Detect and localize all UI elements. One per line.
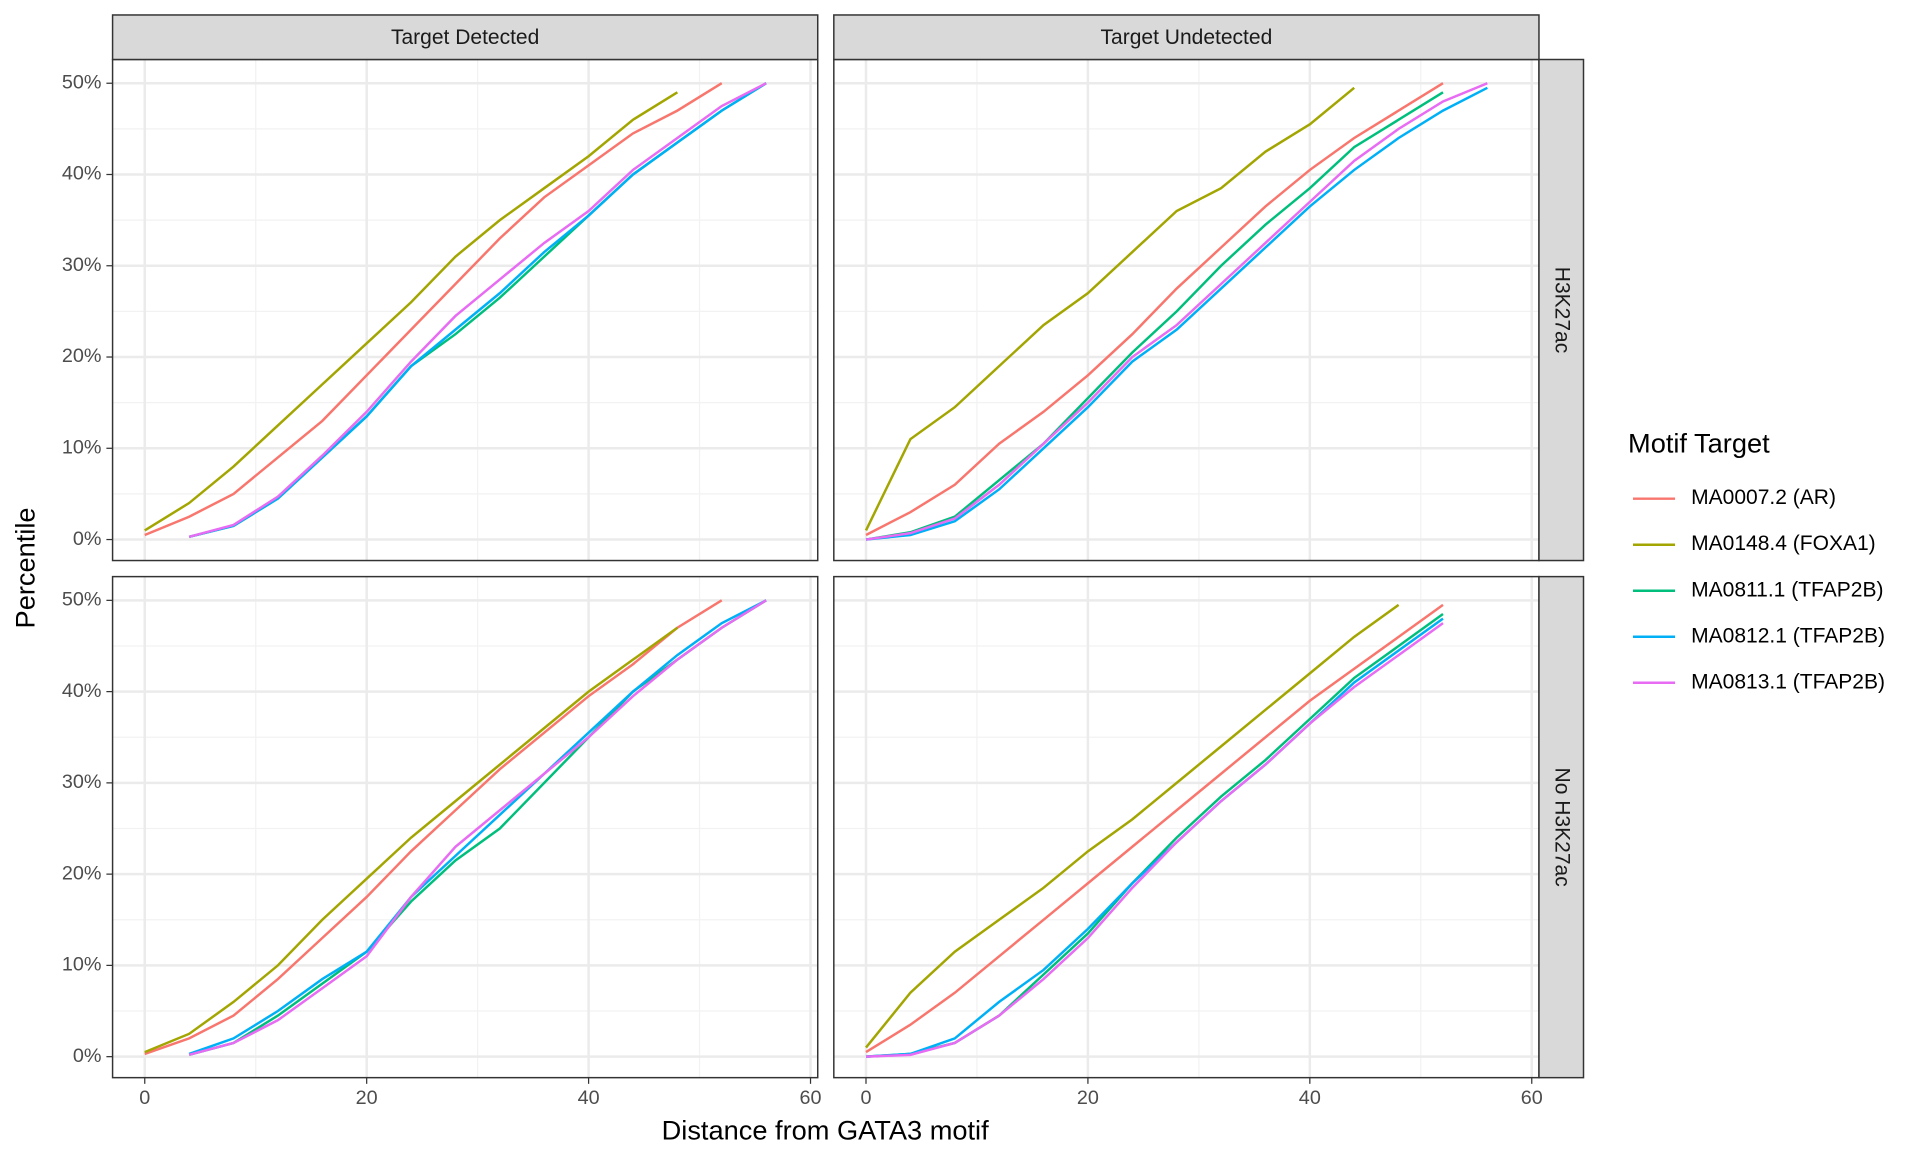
- strip-label: Target Undetected: [1101, 26, 1273, 49]
- x-tick-label: 20: [356, 1087, 378, 1109]
- x-tick-label: 60: [1521, 1087, 1543, 1109]
- legend-label: MA0007.2 (AR): [1691, 486, 1836, 509]
- y-tick-label: 40%: [62, 680, 102, 702]
- y-tick-label: 20%: [62, 345, 102, 367]
- y-tick-label: 10%: [62, 954, 102, 976]
- strip-label: No H3K27ac: [1551, 768, 1574, 887]
- y-tick-label: 10%: [62, 437, 102, 459]
- strip: [1538, 58, 1585, 562]
- x-tick-label: 0: [860, 1087, 871, 1109]
- strip-label: H3K27ac: [1551, 267, 1574, 353]
- series-line: [865, 82, 1444, 537]
- panel-bg: [112, 59, 818, 561]
- legend-label: MA0812.1 (TFAP2B): [1691, 624, 1885, 647]
- panel-bg: [833, 59, 1539, 561]
- y-tick-label: 40%: [62, 163, 102, 185]
- series-line: [188, 599, 767, 1057]
- x-axis-label: Distance from GATA3 motif: [662, 1114, 989, 1145]
- legend-label: MA0148.4 (FOXA1): [1691, 532, 1876, 555]
- series-line: [188, 82, 767, 539]
- series-line: [144, 626, 679, 1054]
- series-line: [865, 622, 1444, 1058]
- series-line: [865, 603, 1400, 1049]
- series-line: [865, 91, 1444, 541]
- y-tick-label: 50%: [62, 71, 102, 93]
- panel-bg: [112, 576, 818, 1078]
- series-line: [864, 86, 1356, 531]
- x-tick-label: 40: [1299, 1087, 1321, 1109]
- series-line: [188, 82, 767, 539]
- series-line: [865, 603, 1444, 1054]
- series-line: [865, 617, 1444, 1058]
- series-line: [865, 82, 1488, 541]
- y-tick-label: 30%: [62, 771, 102, 793]
- strip: [1538, 575, 1585, 1079]
- y-tick-label: 0%: [73, 528, 102, 550]
- legend-label: MA0811.1 (TFAP2B): [1691, 578, 1883, 601]
- y-tick-label: 20%: [62, 862, 102, 884]
- strip: [833, 14, 1540, 61]
- legend-label: MA0813.1 (TFAP2B): [1691, 670, 1885, 693]
- legend-title: Motif Target: [1628, 428, 1770, 459]
- x-tick-label: 60: [800, 1087, 822, 1109]
- x-tick-label: 0: [139, 1087, 150, 1109]
- strip: [111, 14, 819, 61]
- series-line: [144, 91, 679, 532]
- y-tick-label: 0%: [73, 1045, 102, 1067]
- y-tick-label: 30%: [62, 254, 102, 276]
- x-tick-label: 20: [1077, 1087, 1099, 1109]
- y-axis-label: Percentile: [9, 507, 40, 628]
- series-line: [865, 86, 1488, 541]
- x-tick-label: 40: [578, 1087, 600, 1109]
- panel-border: [111, 575, 819, 1079]
- series-line: [144, 599, 723, 1056]
- strip-label: Target Detected: [391, 26, 539, 49]
- series-line: [144, 82, 723, 537]
- y-tick-label: 50%: [62, 589, 102, 611]
- series-line: [188, 599, 767, 1056]
